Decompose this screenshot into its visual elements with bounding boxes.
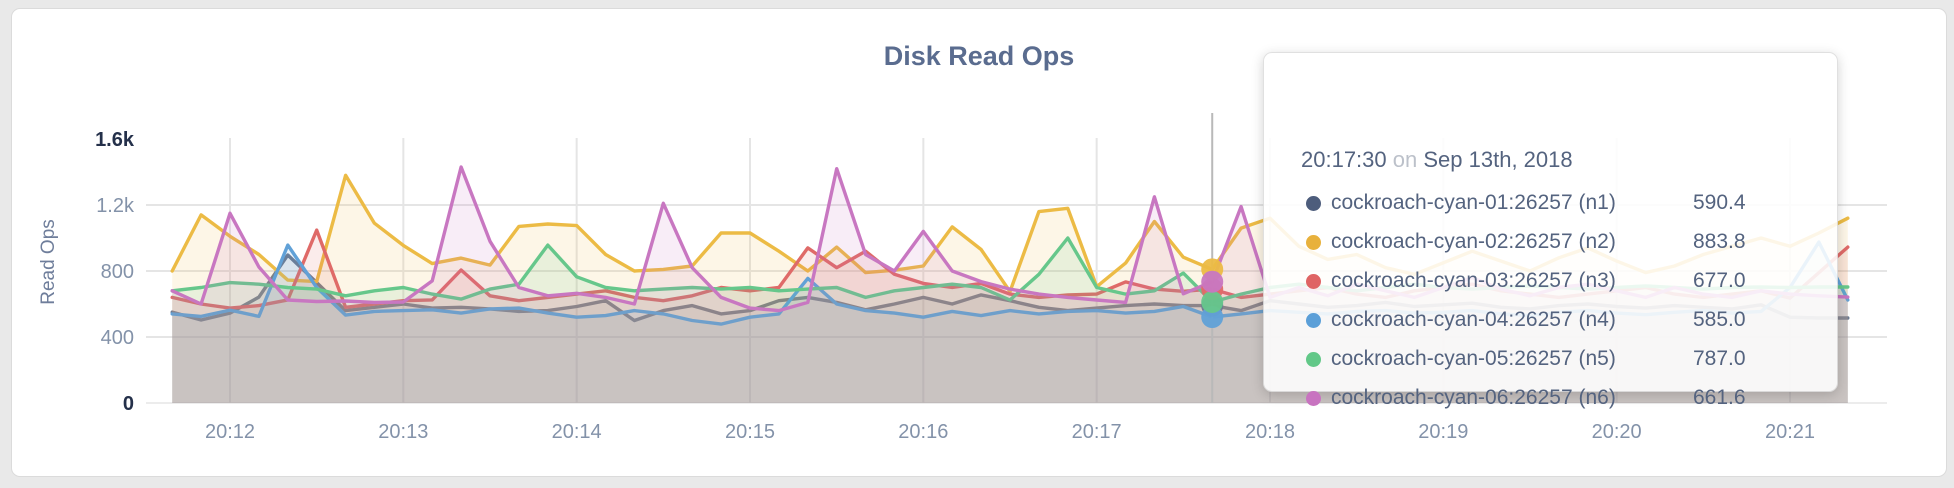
- x-tick-label: 20:14: [552, 421, 602, 443]
- tooltip-series-value: 787.0: [1693, 346, 1746, 370]
- tooltip-series-value: 590.4: [1693, 190, 1746, 214]
- tooltip-date: Sep 13th, 2018: [1423, 147, 1573, 172]
- tooltip-time: 20:17:30: [1301, 147, 1387, 172]
- tooltip-series-label: cockroach-cyan-05:26257 (n5): [1331, 346, 1616, 370]
- y-axis-title: Read Ops: [38, 219, 59, 305]
- x-tick-label: 20:19: [1418, 421, 1468, 443]
- chart-title: Disk Read Ops: [883, 41, 1075, 71]
- tooltip-series-value: 677.0: [1693, 268, 1746, 292]
- tooltip-row-5: cockroach-cyan-05:26257 (n5) 787.0: [1264, 339, 1837, 378]
- tooltip-conjunction: on: [1392, 147, 1418, 172]
- hover-dot-n5: [1201, 291, 1224, 314]
- y-tick-label: 1.6k: [95, 129, 135, 151]
- tooltip-series-label: cockroach-cyan-01:26257 (n1): [1331, 190, 1616, 214]
- x-tick-label: 20:16: [898, 421, 948, 443]
- tooltip-series-value: 883.8: [1693, 229, 1746, 253]
- x-tick-label: 20:21: [1765, 421, 1815, 443]
- tooltip-series-value: 661.6: [1693, 385, 1746, 409]
- tooltip-series-label: cockroach-cyan-04:26257 (n4): [1331, 307, 1616, 331]
- series-color-dot-icon: [1306, 195, 1321, 211]
- x-tick-label: 20:12: [205, 421, 255, 443]
- series-color-dot-icon: [1306, 273, 1321, 289]
- tooltip-series-label: cockroach-cyan-02:26257 (n2): [1331, 229, 1616, 253]
- y-tick-label: 1.2k: [96, 195, 135, 217]
- tooltip-timestamp: 20:17:30 on Sep 13th, 2018: [1301, 145, 1573, 175]
- tooltip-row-3: cockroach-cyan-03:26257 (n3) 677.0: [1264, 261, 1837, 300]
- tooltip-row-2: cockroach-cyan-02:26257 (n2) 883.8: [1264, 222, 1837, 261]
- x-tick-label: 20:18: [1245, 421, 1295, 443]
- x-tick-label: 20:20: [1592, 421, 1642, 443]
- series-color-dot-icon: [1306, 390, 1321, 406]
- x-tick-label: 20:13: [378, 421, 428, 443]
- tooltip-row-4: cockroach-cyan-04:26257 (n4) 585.0: [1264, 300, 1837, 339]
- tooltip-series-label: cockroach-cyan-06:26257 (n6): [1331, 385, 1616, 409]
- y-tick-label: 0: [123, 393, 134, 415]
- series-color-dot-icon: [1306, 351, 1321, 367]
- tooltip-row-1: cockroach-cyan-01:26257 (n1) 590.4: [1264, 183, 1837, 222]
- y-tick-label: 400: [101, 327, 134, 349]
- series-color-dot-icon: [1306, 234, 1321, 250]
- tooltip-series-label: cockroach-cyan-03:26257 (n3): [1331, 268, 1616, 292]
- hover-tooltip: 20:17:30 on Sep 13th, 2018 cockroach-cya…: [1263, 52, 1838, 409]
- tooltip-series-list: cockroach-cyan-01:26257 (n1) 590.4 cockroa…: [1264, 183, 1837, 417]
- series-color-dot-icon: [1306, 312, 1321, 328]
- tooltip-row-6: cockroach-cyan-06:26257 (n6) 661.6: [1264, 378, 1837, 417]
- y-tick-label: 800: [101, 261, 134, 283]
- hover-dot-n6: [1201, 270, 1224, 293]
- x-tick-label: 20:17: [1072, 421, 1122, 443]
- tooltip-series-value: 585.0: [1693, 307, 1746, 331]
- x-tick-label: 20:15: [725, 421, 775, 443]
